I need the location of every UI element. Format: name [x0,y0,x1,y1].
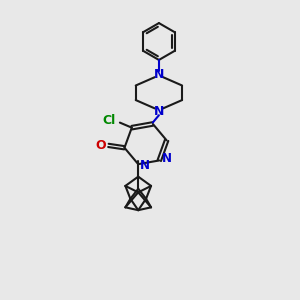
Text: N: N [140,159,150,172]
Text: N: N [154,105,164,118]
Text: N: N [161,152,171,166]
Text: Cl: Cl [103,114,116,127]
Text: N: N [154,68,164,81]
Text: O: O [95,139,106,152]
